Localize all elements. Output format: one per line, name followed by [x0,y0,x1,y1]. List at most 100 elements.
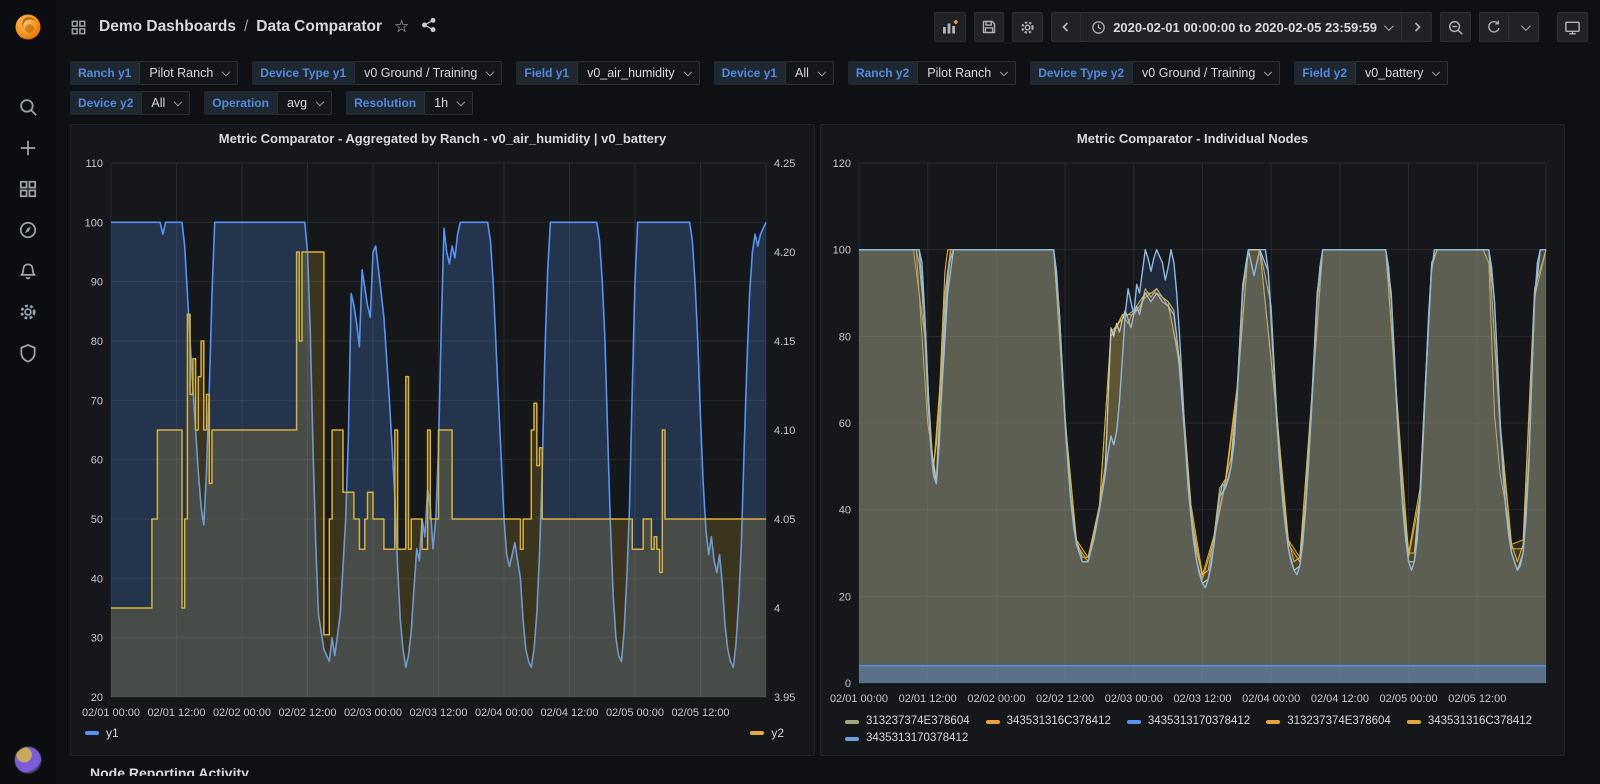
breadcrumb-folder[interactable]: Demo Dashboards [99,18,236,35]
variable-value-field-y2[interactable]: v0_battery [1355,61,1449,85]
legend-label: 343531316C378412 [1427,715,1533,727]
svg-text:100: 100 [833,245,851,257]
sidebar-item-alerting[interactable] [8,250,48,291]
series-area-313237374E378604 [859,249,1546,683]
svg-text:90: 90 [91,277,103,289]
variable-row-1: Ranch y1 Pilot Ranch Device Type y1 v0 Grou… [70,58,1600,88]
sidebar-item-server-admin[interactable] [8,332,48,373]
sidebar-item-create[interactable] [8,127,48,168]
dashboard-panels: Metric Comparator - Aggregated by Ranch … [56,120,1600,756]
svg-text:70: 70 [91,395,103,407]
legend-label: 313237374E378604 [866,715,970,727]
svg-text:60: 60 [839,418,851,430]
series-line-3435313170378412 [859,249,1546,589]
settings-gear-icon [1021,20,1034,34]
dashboard-settings-button[interactable] [1012,12,1044,42]
svg-text:02/03 00:00: 02/03 00:00 [344,707,402,719]
variable-value-text: v0 Ground / Training [364,66,478,80]
zoom-out-button[interactable] [1440,12,1471,42]
svg-text:02/05 12:00: 02/05 12:00 [671,707,729,719]
panel-title[interactable]: Metric Comparator - Aggregated by Ranch … [218,131,667,146]
variable-value-field-y1[interactable]: v0_air_humidity [577,61,700,85]
sidebar-item-search[interactable] [8,86,48,127]
legend-label: y1 [106,726,119,740]
variable-label-device-type-y2: Device Type y2 [1030,61,1133,85]
chevron-left-icon [1062,22,1069,32]
legend-item-343531316C378412[interactable]: 343531316C378412 [1406,713,1533,730]
variable-label-ranch-y2: Ranch y2 [847,61,918,85]
time-range-button[interactable]: 2020-02-01 00:00:00 to 2020-02-05 23:59:… [1081,12,1402,42]
chevron-down-icon [1520,20,1531,31]
variable-value-operation[interactable]: avg [276,91,333,115]
x-axis-labels: 02/01 00:00 02/01 12:00 02/02 00:00 02/02 1… [830,693,1506,705]
chevron-right-icon [1414,22,1421,32]
svg-text:80: 80 [839,331,851,343]
svg-text:4.10: 4.10 [774,425,795,437]
breadcrumb: Demo Dashboards / Data Comparator [99,18,382,36]
breadcrumb-dashboard-title[interactable]: Data Comparator [256,18,383,35]
time-shift-forward-button[interactable] [1402,12,1432,42]
bell-icon [19,262,37,279]
legend-swatch [985,719,1000,724]
svg-text:20: 20 [91,692,103,704]
variable-value-ranch-y1[interactable]: Pilot Ranch [139,61,239,85]
svg-text:60: 60 [91,455,103,467]
variable-device-y1: Device y1 All [713,61,834,85]
sidebar-user[interactable] [14,746,42,774]
svg-text:02/04 00:00: 02/04 00:00 [475,707,533,719]
variable-value-device-y2[interactable]: All [141,91,191,115]
panel-metric-comparator-individual: Metric Comparator - Individual Nodes 120… [820,124,1565,756]
panel-title[interactable]: Metric Comparator - Individual Nodes [1076,131,1309,146]
legend-item-y2[interactable]: y2 [750,726,784,740]
variable-device-type-y1: Device Type y1 v0 Ground / Training [252,61,503,85]
legend-label: 313237374E378604 [1287,715,1391,727]
series-line-y1 [111,221,767,669]
svg-text:02/04 12:00: 02/04 12:00 [540,707,598,719]
chart-aggregated[interactable]: 11010090807060504030204.254.204.154.104.… [71,151,812,723]
series [859,249,1547,683]
legend-item-3435313170378412[interactable]: 3435313170378412 [845,730,968,747]
refresh-button[interactable] [1479,12,1509,42]
legend-item-343531316C378412[interactable]: 343531316C378412 [985,713,1111,730]
refresh-interval-button[interactable] [1509,12,1539,42]
legend-item-y1[interactable]: y1 [85,726,119,740]
legend-swatch [1266,719,1281,724]
variable-field-y2: Field y2 v0_battery [1294,61,1449,85]
add-panel-button[interactable] [934,12,967,42]
legend-item-313237374E378604[interactable]: 313237374E378604 [1266,713,1391,730]
topbar-left: Demo Dashboards / Data Comparator ☆ [70,17,437,38]
variable-value-device-type-y1[interactable]: v0 Ground / Training [354,61,503,85]
variable-value-resolution[interactable]: 1h [424,91,474,115]
monitor-icon [1565,21,1580,34]
variable-value-device-y1[interactable]: All [785,61,834,85]
variable-label-operation: Operation [204,91,277,115]
variable-value-text: Pilot Ranch [149,66,214,80]
star-icon[interactable]: ☆ [394,17,410,36]
sidebar-item-explore[interactable] [8,209,48,250]
grafana-logo-icon[interactable] [11,10,45,44]
svg-text:4.15: 4.15 [774,336,795,348]
share-icon[interactable] [421,17,437,38]
legend-item-3435313170378412[interactable]: 3435313170378412 [1126,713,1250,730]
variable-label-device-y2: Device y2 [70,91,142,115]
svg-text:02/03 12:00: 02/03 12:00 [409,707,467,719]
time-shift-back-button[interactable] [1051,12,1082,42]
chevron-down-icon [1264,67,1273,76]
grafana-logo-svg [15,14,41,40]
svg-text:02/04 12:00: 02/04 12:00 [1311,693,1369,705]
sidebar [0,0,56,784]
svg-text:02/01 00:00: 02/01 00:00 [82,707,140,719]
variable-value-text: Pilot Ranch [927,66,992,80]
variable-value-device-type-y2[interactable]: v0 Ground / Training [1132,61,1281,85]
save-dashboard-button[interactable] [974,12,1005,42]
legend-item-313237374E378604[interactable]: 313237374E378604 [845,713,970,730]
variable-value-ranch-y2[interactable]: Pilot Ranch [917,61,1017,85]
search-icon [20,98,37,116]
cycle-view-mode-button[interactable] [1557,12,1588,42]
sidebar-item-configuration[interactable] [8,291,48,332]
sidebar-item-dashboards[interactable] [8,168,48,209]
svg-text:40: 40 [839,505,851,517]
variable-ranch-y2: Ranch y2 Pilot Ranch [847,61,1017,85]
